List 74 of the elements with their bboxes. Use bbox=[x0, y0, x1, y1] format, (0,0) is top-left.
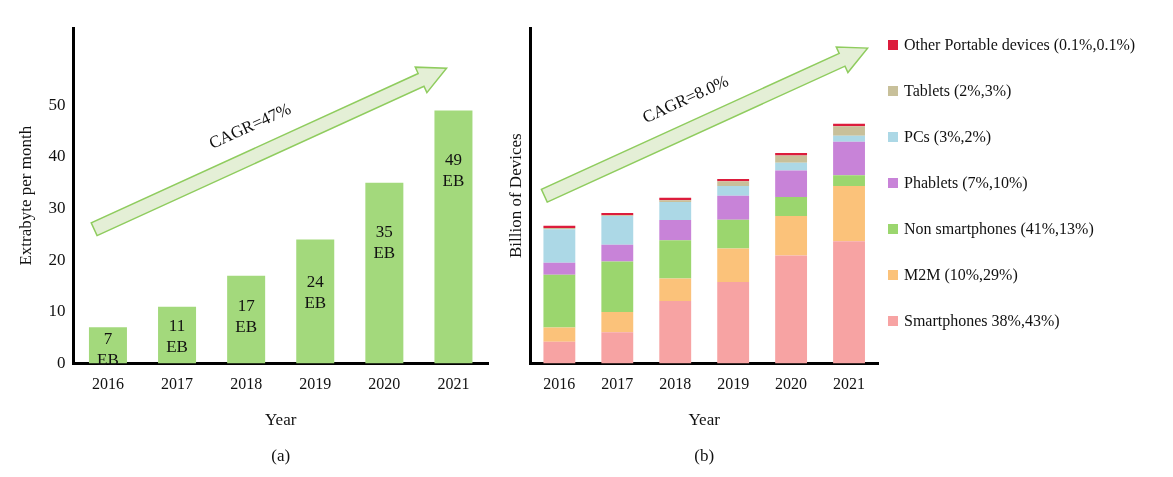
data-label: 17 EB bbox=[235, 295, 258, 336]
bar bbox=[296, 239, 335, 364]
bar bbox=[833, 175, 865, 187]
data-label: 11 EB bbox=[166, 315, 188, 356]
x-tick-label: 2020 bbox=[368, 375, 401, 393]
bar bbox=[833, 126, 865, 136]
bar bbox=[543, 274, 576, 328]
y-tick-label: 0 bbox=[56, 352, 66, 372]
y-tick-label: 30 bbox=[48, 198, 66, 218]
bar bbox=[717, 219, 750, 249]
bar bbox=[365, 182, 404, 364]
bar bbox=[833, 241, 865, 364]
legend-label: Other Portable devices (0.1%,0.1%) bbox=[904, 36, 1136, 54]
x-tick-label: 2021 bbox=[437, 375, 470, 393]
legend-label: Tablets (2%,3%) bbox=[904, 82, 1012, 100]
x-axis-title: Year bbox=[688, 410, 721, 430]
bar bbox=[543, 229, 576, 263]
bar bbox=[717, 281, 750, 364]
legend-label: Phablets (7%,10%) bbox=[904, 174, 1028, 192]
text: (b) bbox=[694, 446, 715, 466]
bar bbox=[775, 255, 808, 364]
bar bbox=[833, 135, 865, 142]
x-tick-label: 2017 bbox=[161, 375, 194, 393]
bar bbox=[659, 201, 692, 220]
x-tick-label: 2020 bbox=[775, 375, 808, 393]
x-tick-label: 2021 bbox=[833, 375, 866, 393]
text: (a) bbox=[271, 446, 291, 466]
x-tick-label: 2016 bbox=[91, 375, 124, 393]
bar bbox=[775, 162, 808, 171]
bar bbox=[659, 278, 692, 302]
x-tick-label: 2019 bbox=[299, 375, 332, 393]
data-label: 24 EB bbox=[304, 272, 327, 313]
bar bbox=[833, 186, 865, 242]
bar bbox=[158, 306, 197, 364]
bar bbox=[717, 195, 750, 220]
data-label: 49 EB bbox=[442, 150, 465, 191]
y-tick-label: 40 bbox=[48, 146, 66, 166]
data-label: 35 EB bbox=[373, 222, 396, 263]
bar bbox=[659, 301, 692, 364]
bar bbox=[543, 341, 576, 364]
bar bbox=[601, 216, 634, 245]
legend-label: PCs (3%,2%) bbox=[904, 128, 992, 146]
bar bbox=[227, 275, 266, 364]
x-tick-label: 2018 bbox=[659, 375, 692, 393]
bar bbox=[775, 155, 808, 163]
bar bbox=[543, 327, 576, 342]
bar bbox=[543, 262, 576, 275]
bar bbox=[601, 332, 634, 364]
x-axis-title: Year bbox=[265, 410, 297, 430]
y-tick-label: 20 bbox=[48, 249, 66, 269]
legend-label: M2M (10%,29%) bbox=[904, 266, 1018, 284]
x-tick-label: 2016 bbox=[543, 375, 576, 393]
x-tick-label: 2018 bbox=[230, 375, 263, 393]
bar bbox=[601, 311, 634, 333]
x-tick-label: 2019 bbox=[717, 375, 750, 393]
legend-label: Smartphones 38%,43%) bbox=[904, 312, 1060, 330]
bar bbox=[833, 141, 865, 176]
bar bbox=[717, 181, 750, 187]
y-axis-title: Extrabyte per month bbox=[15, 125, 35, 266]
bar bbox=[775, 170, 808, 197]
bar bbox=[659, 240, 692, 279]
bar bbox=[601, 244, 634, 262]
bar bbox=[601, 261, 634, 312]
y-tick-label: 10 bbox=[48, 301, 66, 321]
bar bbox=[717, 186, 750, 196]
bar bbox=[717, 248, 750, 282]
y-axis-title: Billion of Devices bbox=[505, 133, 525, 259]
x-tick-label: 2017 bbox=[601, 375, 634, 393]
bar bbox=[775, 216, 808, 256]
legend-label: Non smartphones (41%,13%) bbox=[904, 220, 1094, 238]
y-tick-label: 50 bbox=[48, 94, 66, 114]
bar bbox=[775, 196, 808, 217]
bar bbox=[659, 219, 692, 241]
bar bbox=[434, 110, 473, 364]
